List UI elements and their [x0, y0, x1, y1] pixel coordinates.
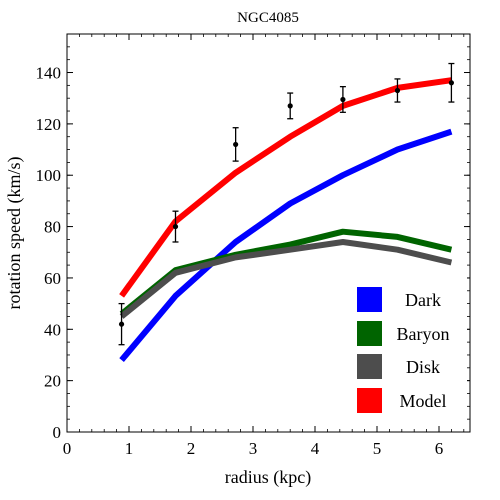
series-line-dark: [119, 128, 453, 363]
series-line-disk: [119, 239, 453, 319]
legend-label-dark: Dark: [405, 290, 441, 310]
series-line-model: [119, 77, 452, 298]
observed-point: [287, 103, 293, 109]
x-tick-label: 1: [125, 439, 134, 458]
observed-point: [340, 96, 346, 103]
y-axis-title: rotation speed (km/s): [4, 157, 25, 310]
x-tick-label: 3: [249, 439, 258, 458]
x-tick-label: 4: [311, 439, 320, 458]
observed-point: [233, 141, 239, 148]
x-tick-label: 6: [435, 439, 444, 458]
legend: Dark Baryon Disk Model: [346, 276, 467, 421]
y-tick-label: 80: [44, 218, 61, 237]
x-axis-title: radius (kpc): [225, 467, 311, 488]
y-tick-label: 60: [44, 269, 61, 288]
y-tick-label: 20: [44, 372, 61, 391]
observed-point: [394, 87, 401, 94]
x-tick-label: 5: [373, 439, 382, 458]
legend-swatch-dark: [357, 287, 382, 312]
x-tick-label: 2: [187, 439, 196, 458]
legend-swatch-disk: [357, 354, 382, 379]
legend-label-model: Model: [400, 391, 447, 411]
legend-swatch-baryon: [357, 321, 382, 346]
y-tick-label: 40: [44, 320, 61, 339]
legend-label-baryon: Baryon: [397, 324, 450, 344]
legend-label-disk: Disk: [406, 357, 440, 377]
legend-swatch-model: [357, 388, 382, 413]
observed-point: [118, 321, 125, 327]
chart-title: NGC4085: [237, 10, 299, 26]
observed-points: [118, 62, 455, 346]
x-tick-label: 0: [63, 439, 72, 458]
plot-frame: [66, 33, 471, 433]
observed-point: [172, 223, 179, 230]
y-tick-label: 140: [36, 64, 62, 83]
major-ticks: [66, 34, 470, 433]
y-tick-label: 120: [36, 115, 62, 134]
y-tick-label: 100: [36, 166, 62, 185]
y-tick-label: 0: [53, 423, 62, 442]
x-tick-labels: 0 1 2 3 4 5 6: [63, 439, 444, 458]
observed-point: [448, 80, 454, 86]
y-tick-labels: 0 20 40 60 80 100 120 140: [36, 64, 62, 442]
